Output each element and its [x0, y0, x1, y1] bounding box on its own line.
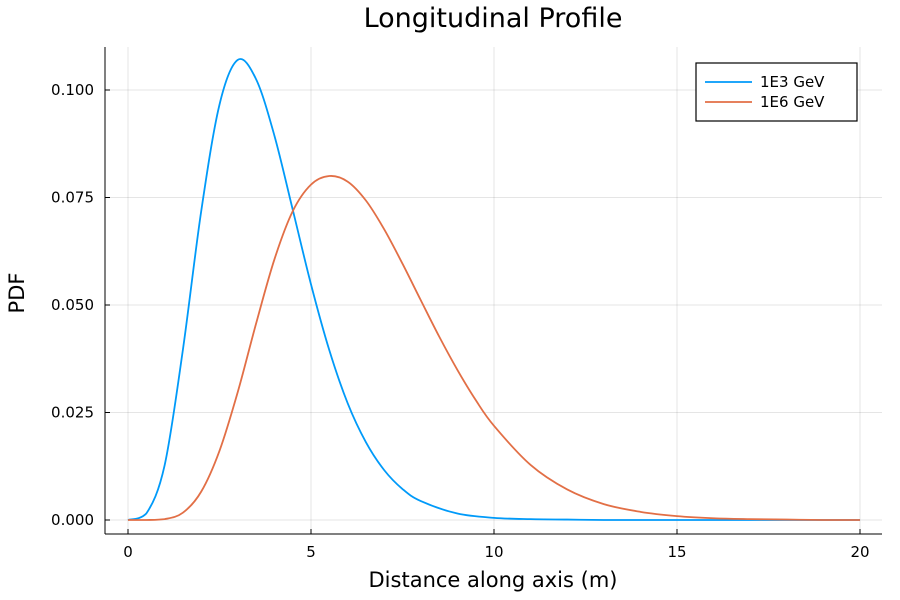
axes: 0 5 10 15 20 0.000 0.025 0.050 0.075 0.100 [51, 47, 882, 561]
x-tick-label: 10 [484, 543, 503, 561]
x-tick-label: 20 [850, 543, 869, 561]
y-axis-title: PDF [5, 273, 29, 314]
x-tick-label: 0 [123, 543, 133, 561]
y-tick-label: 0.075 [51, 189, 94, 207]
legend-box [695, 62, 858, 122]
x-tick-label: 15 [667, 543, 686, 561]
y-tick-label: 0.025 [51, 404, 94, 422]
legend-label: 1E3 GeV [760, 73, 825, 91]
legend-label: 1E6 GeV [760, 93, 825, 111]
series-lines [127, 58, 860, 521]
y-tick-label: 0.050 [51, 296, 94, 314]
x-tick-label: 5 [306, 543, 316, 561]
series-line-2 [128, 175, 860, 521]
series-line-1 [127, 58, 860, 521]
x-axis-title: Distance along axis (m) [369, 568, 618, 592]
y-tick-label: 0.100 [51, 81, 94, 99]
chart-title: Longitudinal Profile [364, 3, 623, 34]
legend: 1E3 GeV 1E6 GeV [695, 62, 858, 122]
y-tick-label: 0.000 [51, 511, 94, 529]
